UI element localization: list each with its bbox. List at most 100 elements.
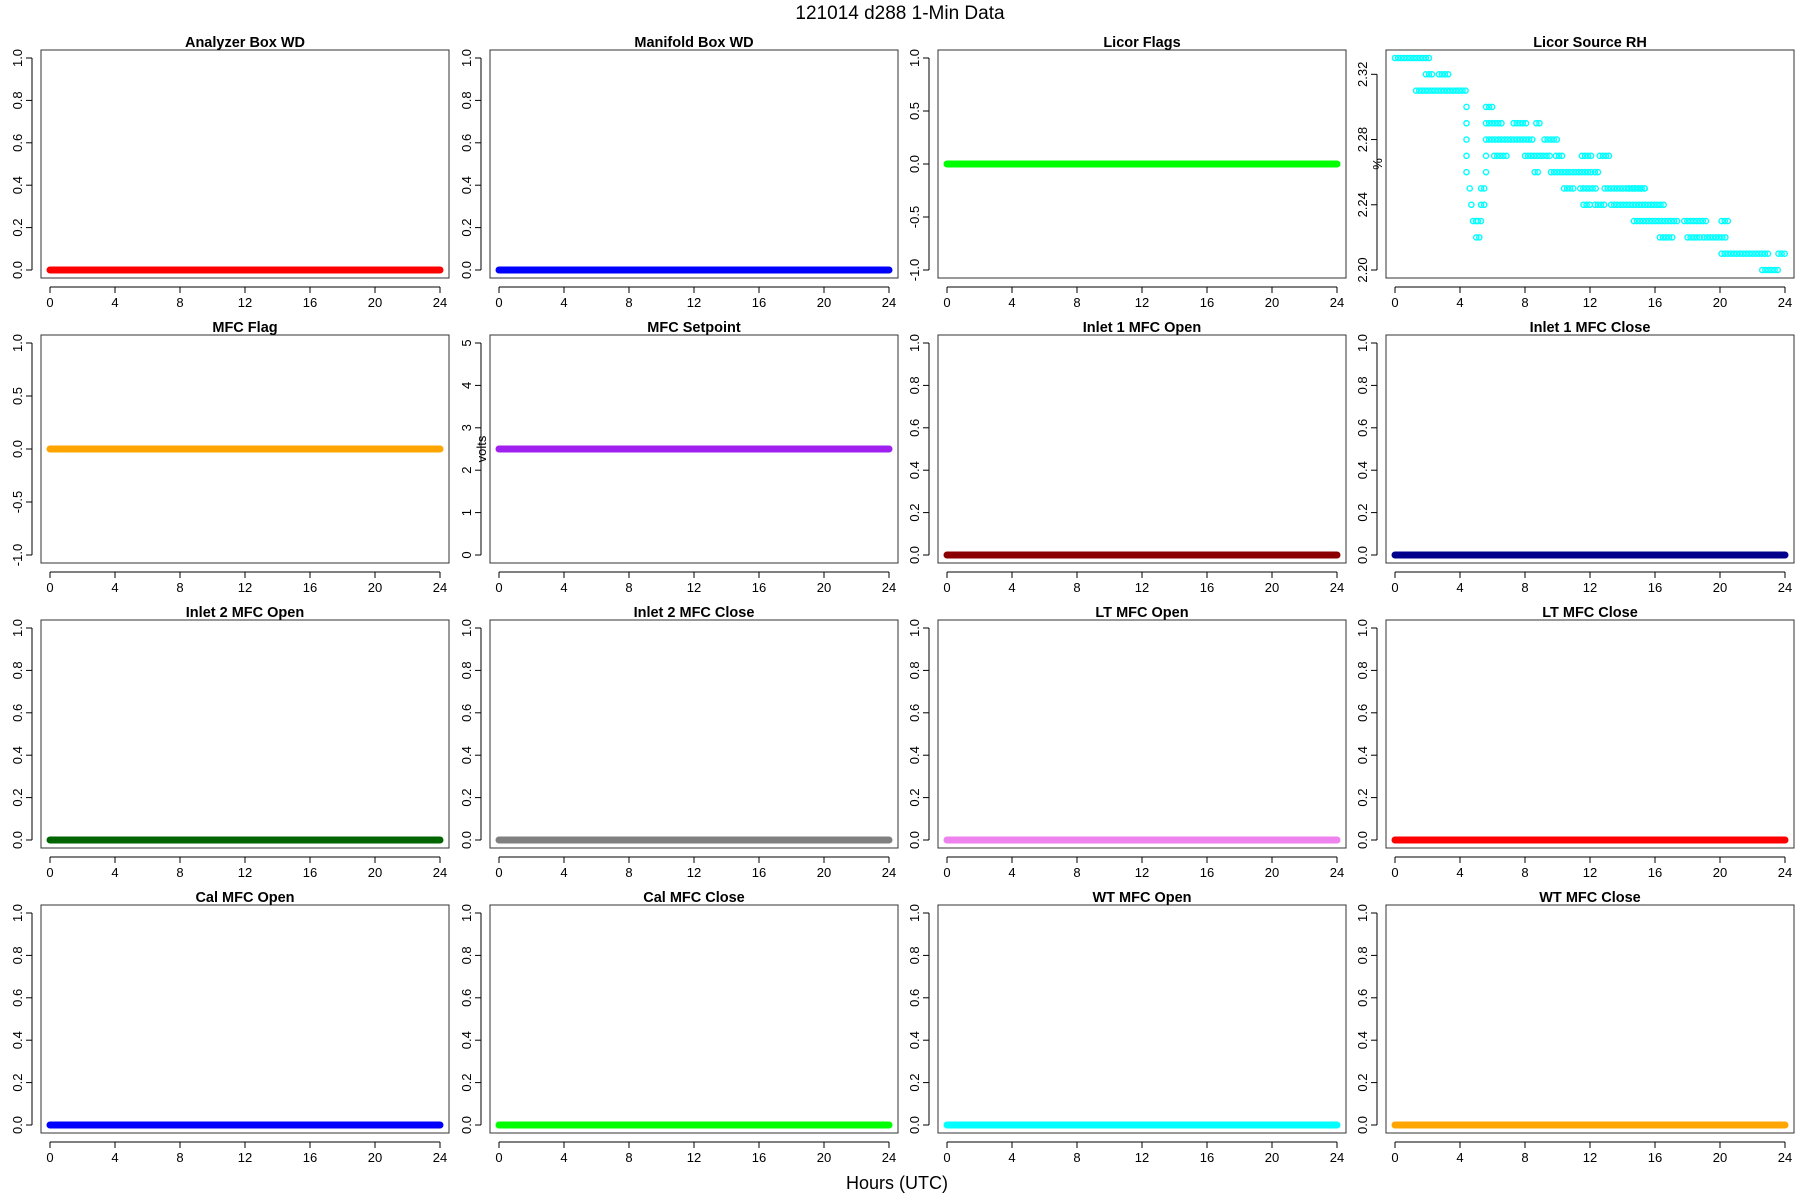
y-tick-label: 0.0 — [1355, 1116, 1370, 1134]
y-tick-label: 1.0 — [10, 334, 25, 352]
plot-frame — [1385, 904, 1795, 1134]
data-point — [1658, 217, 1665, 225]
y-tick-label: 1.0 — [907, 49, 922, 67]
data-point — [1491, 136, 1499, 143]
data-point — [1477, 201, 1485, 209]
data-point — [1635, 201, 1643, 209]
data-point — [1684, 217, 1691, 225]
x-tick-label: 8 — [176, 1150, 183, 1165]
y-tick-label: 0.6 — [1355, 704, 1370, 722]
x-tick-label: 0 — [46, 295, 53, 310]
plot-frame — [937, 904, 1347, 1134]
x-tick-label: 24 — [433, 295, 447, 310]
data-point — [1510, 136, 1518, 143]
y-tick-label: 0.8 — [907, 376, 922, 394]
x-axis: 0 4 8 12 16 20 24 — [943, 286, 1344, 310]
x-tick-label: 8 — [625, 1150, 632, 1165]
data-point — [1488, 136, 1496, 143]
y-tick-label: 0.8 — [459, 661, 474, 679]
data-point — [1434, 87, 1442, 94]
y-tick-label: 0.6 — [459, 704, 474, 722]
data-point — [1547, 136, 1554, 143]
x-tick-label: 4 — [1456, 865, 1463, 880]
data-point — [1743, 250, 1750, 257]
x-tick-label: 12 — [1583, 865, 1597, 880]
x-tick-label: 12 — [687, 1150, 701, 1165]
data-point — [1522, 119, 1530, 127]
x-tick-label: 16 — [752, 295, 766, 310]
data-point — [1702, 217, 1710, 225]
data-point — [1569, 185, 1577, 192]
y-tick-label: -0.5 — [10, 491, 25, 513]
x-tick-label: 4 — [560, 295, 567, 310]
x-tick-label: 16 — [1648, 1150, 1662, 1165]
data-point — [1581, 168, 1589, 176]
panel-10: Inlet 2 MFC Close 0 4 8 12 16 20 24 0.0 0.2 0.4 0.6… — [459, 605, 899, 880]
x-tick-label: 0 — [1391, 295, 1398, 310]
x-tick-label: 12 — [238, 865, 252, 880]
data-point — [1703, 234, 1711, 241]
x-tick-label: 20 — [1713, 580, 1727, 595]
panel-1: Analyzer Box WD0 4 8 12 16 20 240.00.20.40.60.… — [10, 35, 450, 310]
data-point — [1553, 136, 1561, 143]
data-point — [1617, 201, 1624, 209]
y-tick-label: 0.8 — [10, 946, 25, 964]
data-point — [1733, 250, 1741, 257]
y-axis: 0.0 0.2 0.4 0.6 0.8 1.0 — [10, 904, 33, 1134]
data-point — [1578, 168, 1586, 176]
y-tick-label: 0.0 — [907, 1116, 922, 1134]
y-tick-label: 2 — [459, 467, 474, 474]
data-point — [1541, 136, 1548, 143]
y-tick-label: 1 — [459, 509, 474, 516]
data-point — [1534, 168, 1542, 176]
x-tick-label: 16 — [752, 1150, 766, 1165]
data-point — [1642, 217, 1650, 225]
data-point — [1466, 185, 1474, 192]
x-tick-label: 0 — [1391, 865, 1398, 880]
y-tick-label: 1.0 — [907, 904, 922, 922]
plot-frame — [40, 334, 450, 564]
data-point — [1531, 168, 1539, 176]
data-point — [1660, 201, 1667, 209]
data-point — [1563, 168, 1570, 176]
y-axis: 0.0 0.2 0.4 0.6 0.8 1.0 — [10, 619, 33, 849]
data-point — [1610, 185, 1618, 192]
data-point — [1422, 87, 1429, 94]
data-point — [1654, 201, 1661, 209]
data-point — [1519, 136, 1527, 143]
data-point — [1599, 152, 1607, 160]
y-tick-label: 0.0 — [459, 831, 474, 849]
data-point — [1410, 54, 1417, 62]
y-tick-label: 0.2 — [907, 1074, 922, 1092]
y-tick-label: 0.4 — [1355, 461, 1370, 479]
x-tick-label: 4 — [1008, 580, 1015, 595]
data-point — [1673, 217, 1681, 225]
data-point — [1583, 185, 1590, 192]
data-point — [1607, 201, 1615, 209]
x-tick-label: 8 — [1521, 1150, 1528, 1165]
y-axis: -1.0 -0.5 0.0 0.5 1.0 — [907, 49, 930, 281]
data-point — [1662, 234, 1670, 241]
x-tick-label: 8 — [1521, 580, 1528, 595]
x-tick-label: 16 — [1200, 295, 1214, 310]
data-point — [1580, 185, 1587, 192]
data-point — [1684, 234, 1691, 241]
data-point — [1762, 266, 1769, 274]
x-tick-label: 4 — [111, 1150, 118, 1165]
y-tick-label: 1.0 — [459, 619, 474, 637]
data-point — [1482, 136, 1490, 143]
data-point — [1491, 119, 1499, 127]
x-tick-label: 20 — [368, 865, 382, 880]
data-point — [1638, 185, 1645, 192]
x-tick-label: 0 — [46, 865, 53, 880]
data-point — [1550, 168, 1558, 176]
panel-title: Cal MFC Close — [643, 890, 745, 906]
data-point — [1632, 201, 1640, 209]
data-point — [1721, 250, 1729, 257]
y-tick-label: 0.0 — [907, 155, 922, 173]
data-point — [1500, 152, 1507, 160]
y-axis: 2.20 2.24 2.28 2.32 — [1355, 62, 1378, 283]
x-tick-label: 0 — [943, 295, 950, 310]
data-point — [1696, 234, 1704, 241]
data-point — [1584, 168, 1592, 176]
